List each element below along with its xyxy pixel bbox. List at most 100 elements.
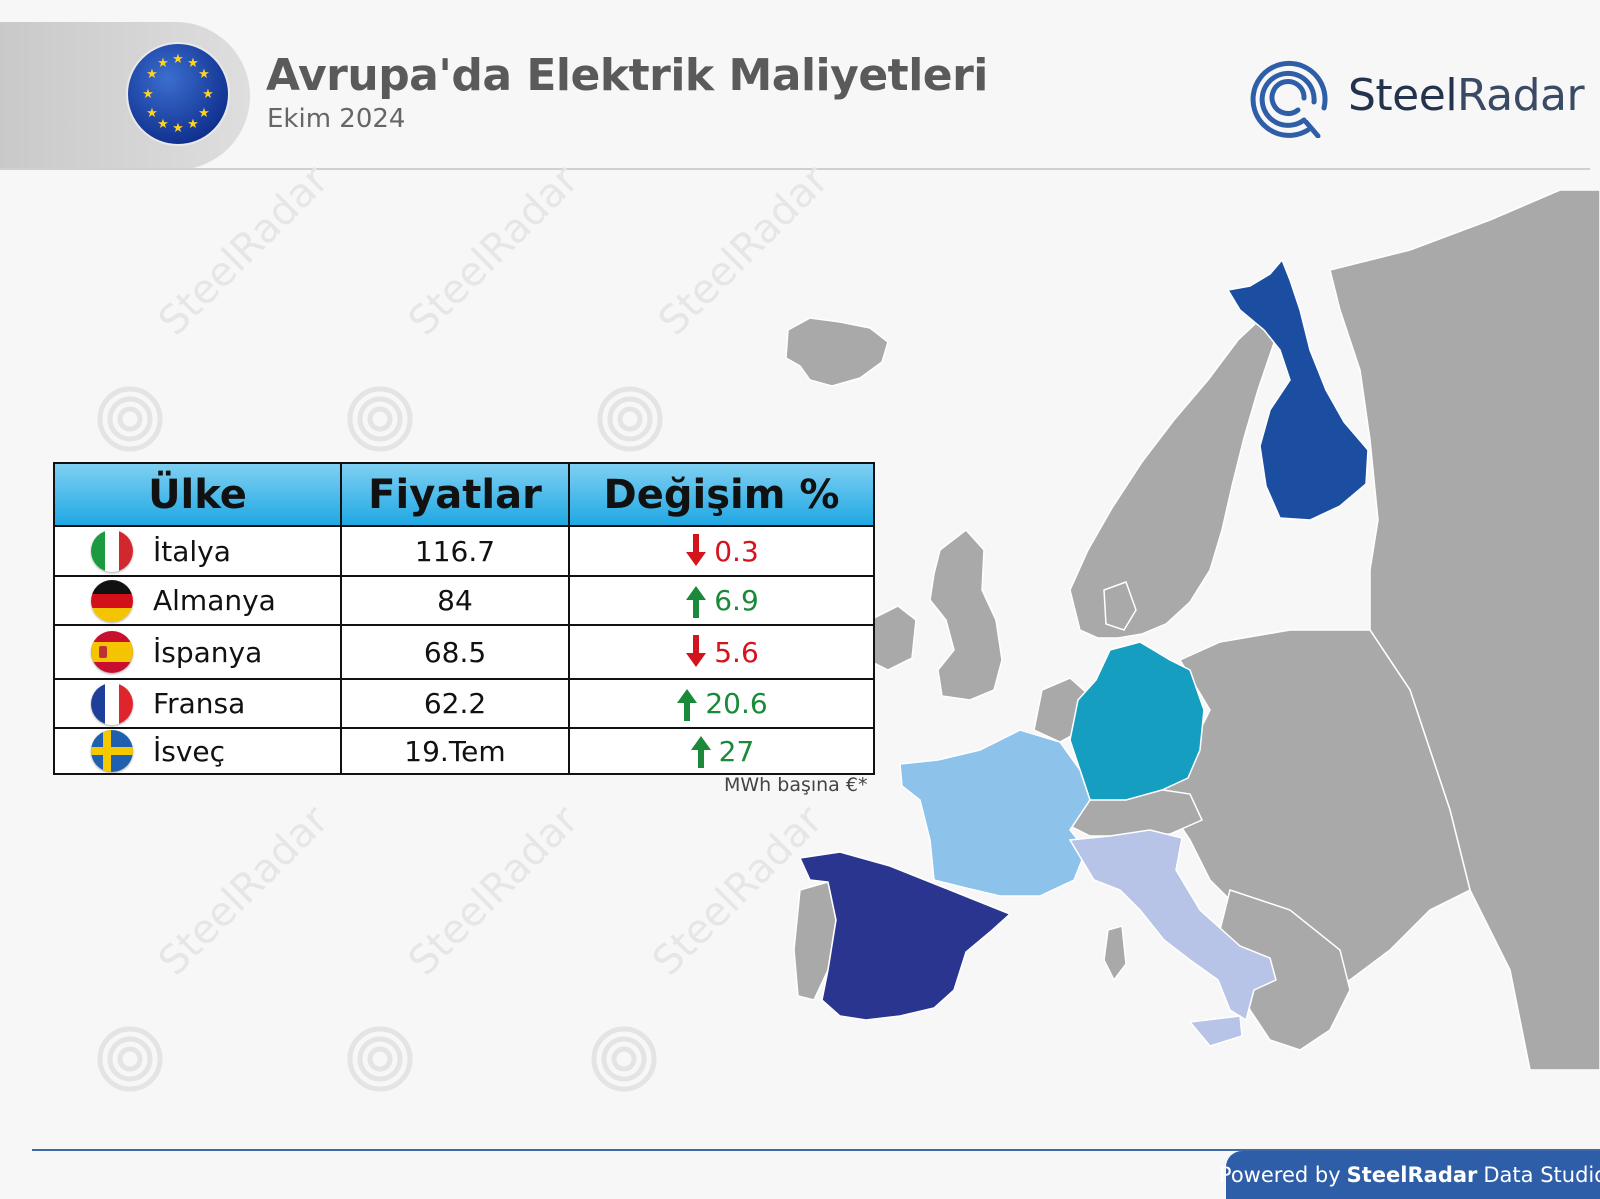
- table-row: Fransa 62.2 20.6: [55, 680, 873, 729]
- sweden-flag-icon: [91, 730, 133, 772]
- steelradar-logo-text: SteelRadar: [1348, 70, 1585, 121]
- cell-change: 0.3: [570, 527, 873, 575]
- map-finland: [1226, 258, 1369, 521]
- unit-note: MWh başına €*: [724, 774, 868, 796]
- change-value: 20.6: [705, 687, 768, 720]
- country-name: İtalya: [153, 534, 231, 568]
- price-value: 68.5: [423, 635, 487, 669]
- svg-text:★: ★: [146, 106, 158, 121]
- header-country: Ülke: [55, 464, 342, 525]
- spain-flag-icon: [91, 631, 133, 673]
- country-name: Fransa: [153, 687, 246, 720]
- map-spain: [798, 851, 1012, 1021]
- page-title: Avrupa'da Elektrik Maliyetleri: [266, 50, 988, 101]
- cell-change: 5.6: [570, 626, 873, 678]
- watermark: SteelRadar: [96, 157, 338, 460]
- italy-flag-icon: [91, 530, 133, 572]
- cell-country: İsveç: [55, 729, 342, 773]
- steelradar-logo-icon: [1250, 60, 1328, 138]
- price-value: 19.Tem: [404, 734, 506, 768]
- watermark-logo-icon: [97, 1026, 163, 1092]
- watermark-logo-icon: [597, 386, 663, 452]
- svg-text:★: ★: [187, 117, 199, 132]
- watermark-logo-icon: [347, 386, 413, 452]
- country-name: İspanya: [153, 635, 263, 669]
- cell-country: İtalya: [55, 527, 342, 575]
- footer-brand: SteelRadar: [1346, 1163, 1478, 1187]
- cell-country: Almanya: [55, 577, 342, 624]
- europe-map: [785, 190, 1600, 1070]
- country-name: Almanya: [153, 584, 276, 617]
- price-value: 84: [437, 584, 473, 617]
- svg-text:★: ★: [202, 87, 214, 102]
- cell-country: Fransa: [55, 680, 342, 727]
- watermark-logo-icon: [97, 386, 163, 452]
- watermark-text: SteelRadar: [400, 797, 588, 985]
- svg-text:★: ★: [146, 67, 158, 82]
- footer-badge: Powered by SteelRadar Data Studio: [1219, 1151, 1600, 1199]
- eu-flag-icon: ★ ★★ ★★★ ★★★ ★★★: [126, 42, 230, 146]
- cell-change: 20.6: [570, 680, 873, 727]
- svg-text:★: ★: [157, 56, 169, 71]
- cell-price: 19.Tem: [342, 729, 570, 773]
- svg-text:★: ★: [198, 106, 210, 121]
- watermark: SteelRadar: [346, 797, 588, 1100]
- price-value: 62.2: [423, 687, 487, 720]
- svg-text:★: ★: [157, 117, 169, 132]
- cell-change: 6.9: [570, 577, 873, 624]
- map-denmark: [1103, 581, 1137, 631]
- svg-text:★: ★: [172, 52, 184, 67]
- cell-price: 84: [342, 577, 570, 624]
- map-ireland: [867, 605, 917, 671]
- change-value: 0.3: [714, 534, 759, 568]
- footer-divider: [32, 1149, 1600, 1151]
- change-value: 5.6: [714, 635, 759, 669]
- map-iceland: [785, 317, 889, 387]
- price-value: 116.7: [414, 534, 496, 568]
- cell-price: 62.2: [342, 680, 570, 727]
- watermark-logo-icon: [591, 1026, 657, 1092]
- svg-text:★: ★: [187, 56, 199, 71]
- change-value: 6.9: [714, 584, 759, 617]
- watermark: SteelRadar: [96, 797, 338, 1100]
- france-flag-icon: [91, 682, 133, 725]
- germany-flag-icon: [91, 579, 133, 622]
- footer-suffix: Data Studio: [1483, 1163, 1600, 1187]
- arrow-down-icon: [686, 534, 707, 566]
- table-row: İspanya 68.5 5.6: [55, 626, 873, 680]
- header-divider: [0, 168, 1590, 170]
- map-france: [899, 729, 1091, 897]
- svg-text:★: ★: [172, 121, 184, 136]
- footer-prefix: Powered by: [1218, 1163, 1341, 1187]
- cell-change: 27: [570, 729, 873, 773]
- electricity-price-table: Ülke Fiyatlar Değişim % İtalya 116.7 0.3…: [53, 462, 875, 775]
- watermark-text: SteelRadar: [400, 157, 588, 345]
- svg-text:★: ★: [142, 87, 154, 102]
- cell-country: İspanya: [55, 626, 342, 678]
- table-header-row: Ülke Fiyatlar Değişim %: [55, 464, 873, 527]
- country-name: İsveç: [153, 734, 226, 768]
- svg-text:★: ★: [198, 67, 210, 82]
- header-prices: Fiyatlar: [342, 464, 570, 525]
- header-change: Değişim %: [603, 471, 840, 518]
- arrow-up-icon: [686, 585, 707, 618]
- map-germany: [1069, 641, 1205, 801]
- page-subtitle: Ekim 2024: [267, 104, 406, 134]
- table-row: İsveç 19.Tem 27: [55, 729, 873, 773]
- arrow-up-icon: [677, 688, 698, 721]
- arrow-up-icon: [690, 736, 711, 768]
- arrow-down-icon: [686, 635, 707, 667]
- table-row: Almanya 84 6.9: [55, 577, 873, 626]
- table-row: İtalya 116.7 0.3: [55, 527, 873, 577]
- map-italy: [1068, 829, 1277, 1047]
- watermark: SteelRadar: [346, 157, 588, 460]
- watermark-text: SteelRadar: [150, 797, 338, 985]
- cell-price: 116.7: [342, 527, 570, 575]
- cell-price: 68.5: [342, 626, 570, 678]
- change-value: 27: [718, 734, 755, 768]
- map-uk: [929, 528, 1003, 701]
- watermark-logo-icon: [347, 1026, 413, 1092]
- map-sardinia: [1103, 925, 1127, 982]
- watermark-text: SteelRadar: [150, 157, 338, 345]
